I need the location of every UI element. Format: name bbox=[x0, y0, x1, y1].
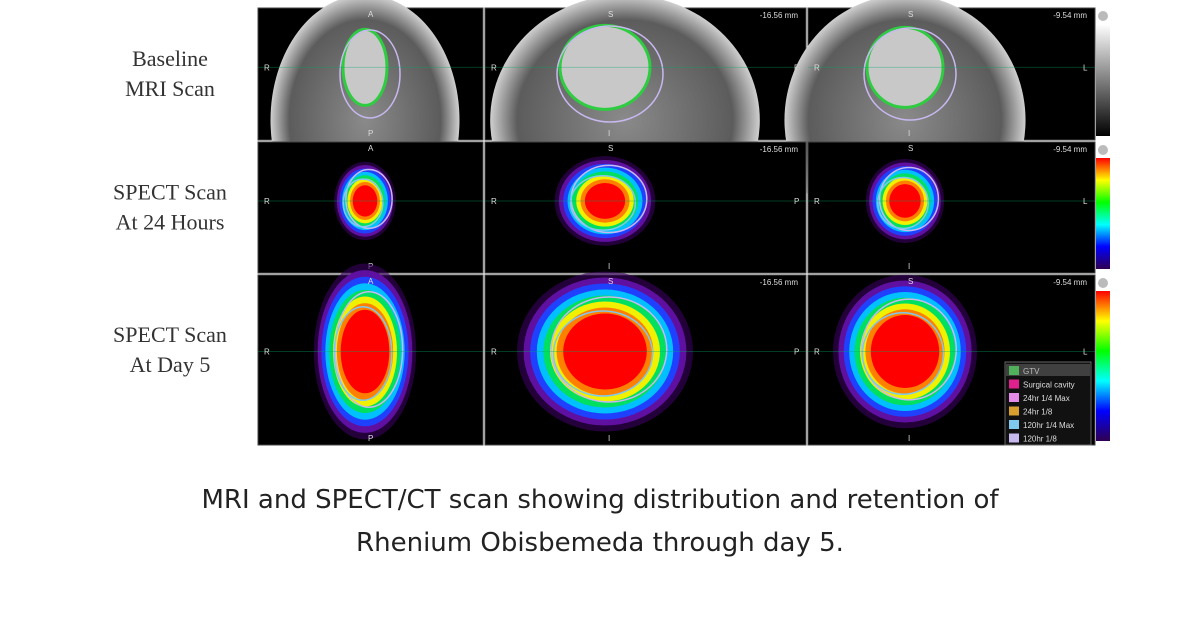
settings-icon bbox=[1098, 11, 1108, 21]
orient-label: R bbox=[491, 197, 497, 206]
legend-swatch bbox=[1009, 393, 1019, 402]
contour bbox=[334, 291, 404, 408]
caption: Rhenium Obisbemeda through day 5. bbox=[356, 528, 844, 558]
orient-label: I bbox=[608, 262, 610, 271]
lesion bbox=[558, 23, 652, 111]
orient-label: I bbox=[608, 129, 610, 138]
orient-label: S bbox=[608, 277, 613, 286]
orient-label: P bbox=[368, 434, 373, 443]
contour bbox=[342, 178, 384, 228]
lesion bbox=[341, 27, 389, 107]
legend-label: 120hr 1/8 bbox=[1023, 435, 1057, 444]
contour bbox=[552, 310, 654, 397]
uptake bbox=[563, 313, 647, 390]
depth-label: -16.56 mm bbox=[760, 145, 799, 154]
orient-label: R bbox=[264, 63, 270, 72]
contour bbox=[550, 296, 668, 403]
orient-label: I bbox=[608, 434, 610, 443]
orient-label: P bbox=[368, 129, 373, 138]
contour bbox=[345, 168, 393, 230]
orient-label: L bbox=[1083, 348, 1088, 357]
orient-label: A bbox=[368, 144, 374, 153]
uptake bbox=[870, 315, 940, 388]
orient-label: R bbox=[491, 63, 497, 72]
row-label: SPECT Scan bbox=[113, 322, 227, 347]
contour bbox=[556, 25, 664, 123]
depth-label: -16.56 mm bbox=[760, 278, 799, 287]
legend-swatch bbox=[1009, 433, 1019, 443]
orient-label: S bbox=[908, 10, 913, 19]
uptake bbox=[340, 309, 390, 394]
depth-label: -9.54 mm bbox=[1053, 278, 1087, 287]
uptake bbox=[889, 184, 921, 218]
colorbar bbox=[1096, 291, 1110, 441]
orient-label: I bbox=[908, 262, 910, 271]
orient-label: S bbox=[908, 277, 913, 286]
legend-label: GTV bbox=[1023, 367, 1040, 376]
legend-swatch bbox=[1009, 366, 1019, 375]
colorbar bbox=[1096, 24, 1110, 136]
orient-label: I bbox=[908, 434, 910, 443]
legend-label: 24hr 1/4 Max bbox=[1023, 394, 1070, 403]
contour bbox=[339, 29, 401, 119]
legend-swatch bbox=[1009, 420, 1019, 429]
orient-label: I bbox=[908, 129, 910, 138]
contour bbox=[861, 311, 945, 396]
orient-label: S bbox=[908, 144, 913, 153]
orient-label: L bbox=[1083, 197, 1088, 206]
scan-panel bbox=[807, 141, 1096, 274]
row-label: SPECT Scan bbox=[113, 180, 227, 205]
contour bbox=[877, 176, 929, 230]
contour bbox=[863, 27, 957, 121]
orient-label: P bbox=[794, 348, 799, 357]
contour bbox=[333, 306, 393, 401]
row-label: Baseline bbox=[132, 46, 208, 71]
depth-label: -9.54 mm bbox=[1053, 11, 1087, 20]
legend-box bbox=[1004, 361, 1092, 446]
orient-label: S bbox=[608, 144, 613, 153]
orient-label: R bbox=[264, 197, 270, 206]
row-label: At 24 Hours bbox=[116, 210, 225, 235]
orient-label: A bbox=[368, 10, 374, 19]
legend-swatch bbox=[1009, 406, 1019, 416]
legend-label: 24hr 1/8 bbox=[1023, 408, 1053, 417]
orient-label: A bbox=[368, 277, 374, 286]
legend-label: 120hr 1/4 Max bbox=[1023, 421, 1074, 430]
colorbar bbox=[1096, 158, 1110, 269]
legend-swatch bbox=[1009, 379, 1019, 389]
depth-label: -16.56 mm bbox=[760, 11, 799, 20]
depth-label: -9.54 mm bbox=[1053, 145, 1087, 154]
orient-label: R bbox=[814, 197, 820, 206]
settings-icon bbox=[1098, 145, 1108, 155]
caption: MRI and SPECT/CT scan showing distributi… bbox=[201, 485, 999, 515]
lesion bbox=[865, 25, 945, 109]
legend-label: Surgical cavity bbox=[1023, 381, 1075, 390]
row-label: MRI Scan bbox=[125, 76, 215, 101]
uptake bbox=[584, 183, 626, 219]
settings-icon bbox=[1098, 278, 1108, 288]
orient-label: R bbox=[264, 348, 270, 357]
uptake bbox=[352, 185, 378, 217]
row-label: At Day 5 bbox=[130, 352, 211, 377]
orient-label: R bbox=[814, 63, 820, 72]
contour bbox=[878, 166, 940, 232]
orient-label: L bbox=[1083, 63, 1088, 72]
contour bbox=[569, 175, 637, 231]
legend-highlight bbox=[1006, 364, 1090, 376]
orient-label: R bbox=[491, 348, 497, 357]
contour bbox=[861, 298, 957, 401]
orient-label: S bbox=[608, 10, 613, 19]
orient-label: R bbox=[814, 348, 820, 357]
orient-label: P bbox=[794, 197, 799, 206]
